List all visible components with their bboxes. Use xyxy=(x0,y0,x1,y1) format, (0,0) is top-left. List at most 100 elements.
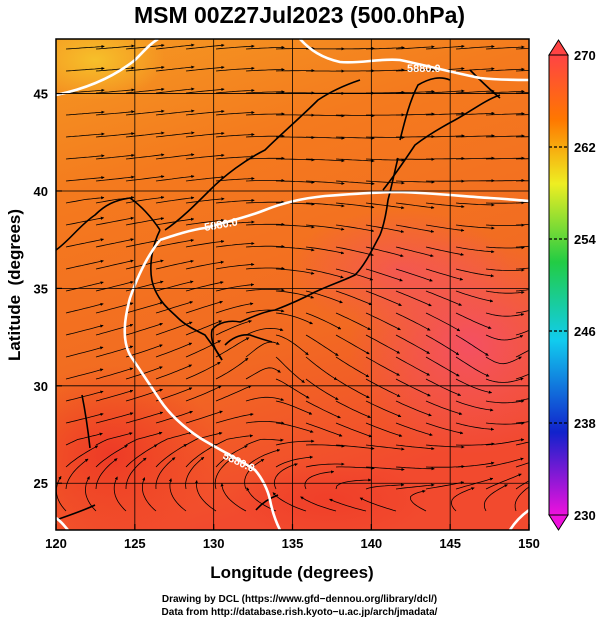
streamline-61 xyxy=(455,111,495,116)
streamline-334 xyxy=(485,473,522,490)
colorbar-tick-label-262: 262 xyxy=(574,140,596,155)
streamline-117 xyxy=(215,198,255,204)
streamline-298 xyxy=(365,444,405,451)
map-title: MSM 00Z27Jul2023 (500.0hPa) xyxy=(133,2,466,28)
streamline-199 xyxy=(275,312,313,325)
streamline-156 xyxy=(425,246,464,256)
streamline-229 xyxy=(215,337,250,358)
streamline-258 xyxy=(125,388,163,402)
streamline-84 xyxy=(185,153,225,160)
streamline-170 xyxy=(365,268,403,282)
colorbar-ticks: 230 238 246 254 262 270 xyxy=(549,48,596,523)
streamline-196 xyxy=(185,300,223,314)
streamline-165 xyxy=(215,262,255,270)
credits: Drawing by DCL (https://www.gfd−dennou.o… xyxy=(0,593,599,619)
streamline-12 xyxy=(425,44,465,50)
streamline-318 xyxy=(485,457,524,468)
streamline-190 xyxy=(485,290,525,295)
streamline-42 xyxy=(366,90,405,94)
streamline-302 xyxy=(485,438,525,446)
streamline-231 xyxy=(275,356,305,384)
streamline-257 xyxy=(95,389,134,402)
streamline-159 xyxy=(515,245,529,248)
streamline-67 xyxy=(155,131,195,138)
streamline-268 xyxy=(425,400,463,416)
streamline-212 xyxy=(185,320,223,336)
x-tick-label-140: 140 xyxy=(360,536,382,551)
streamline-291 xyxy=(155,431,193,446)
streamline-166 xyxy=(245,266,285,271)
streamline-303 xyxy=(515,441,529,446)
streamline-310 xyxy=(245,448,281,468)
streamline-18 xyxy=(125,65,165,72)
streamline-86 xyxy=(245,156,285,160)
streamline-228 xyxy=(185,340,221,358)
streamline-324 xyxy=(185,456,205,490)
streamline-46 xyxy=(485,89,525,94)
x-tick-label-125: 125 xyxy=(124,536,146,551)
streamline-74 xyxy=(365,135,405,140)
streamline-347 xyxy=(359,497,397,512)
streamline-348 xyxy=(410,489,427,512)
wind-streamlines xyxy=(56,43,529,512)
streamline-274 xyxy=(125,411,164,424)
streamline-98 xyxy=(125,175,165,182)
streamline-172 xyxy=(425,268,464,281)
colorbar-tick-label-230: 230 xyxy=(574,508,596,523)
streamline-219 xyxy=(395,334,430,354)
streamline-3 xyxy=(155,43,195,50)
streamline-200 xyxy=(305,312,342,330)
streamline-350 xyxy=(483,484,508,512)
streamline-312 xyxy=(305,462,345,468)
streamline-51 xyxy=(155,109,195,116)
streamline-102 xyxy=(245,178,285,183)
streamline-13 xyxy=(455,44,495,50)
streamline-177 xyxy=(95,280,134,292)
streamline-97 xyxy=(95,175,135,182)
streamline-224 xyxy=(65,346,104,358)
streamline-37 xyxy=(215,88,255,94)
streamline-88 xyxy=(305,158,345,163)
streamline-343 xyxy=(246,487,277,512)
streamline-78 xyxy=(485,134,525,138)
streamline-187 xyxy=(395,290,432,307)
streamline-17 xyxy=(95,66,135,72)
streamline-210 xyxy=(125,322,163,336)
streamline-281 xyxy=(335,422,373,438)
streamline-301 xyxy=(455,442,495,446)
streamline-11 xyxy=(395,45,435,50)
streamline-0 xyxy=(65,44,105,50)
streamline-237 xyxy=(455,356,490,377)
streamline-164 xyxy=(185,260,225,270)
streamline-111 xyxy=(515,180,529,182)
streamline-280 xyxy=(305,422,343,437)
streamline-252 xyxy=(425,378,461,396)
y-axis-ticks: 25 30 35 40 45 xyxy=(34,87,62,491)
streamline-249 xyxy=(335,378,370,399)
streamline-251 xyxy=(395,378,431,397)
streamline-248 xyxy=(305,378,339,401)
streamline-15 xyxy=(515,48,529,50)
streamline-307 xyxy=(155,443,188,468)
streamline-240 xyxy=(65,368,104,380)
streamline-26 xyxy=(366,68,405,72)
streamline-32 xyxy=(65,88,105,94)
streamline-188 xyxy=(425,290,462,306)
streamline-288 xyxy=(65,432,103,446)
streamline-262 xyxy=(245,396,285,402)
streamline-139 xyxy=(395,224,435,233)
streamline-198 xyxy=(245,309,285,314)
streamline-267 xyxy=(395,400,432,417)
streamline-326 xyxy=(244,458,265,490)
streamline-296 xyxy=(305,444,345,448)
streamline-70 xyxy=(245,134,285,138)
streamline-330 xyxy=(365,483,405,490)
streamline-44 xyxy=(425,89,465,94)
streamline-261 xyxy=(215,385,252,402)
streamline-179 xyxy=(155,280,194,292)
streamline-150 xyxy=(245,244,285,249)
streamline-101 xyxy=(215,176,255,182)
streamline-69 xyxy=(215,132,255,138)
streamline-38 xyxy=(245,90,285,94)
streamline-93 xyxy=(455,156,495,160)
